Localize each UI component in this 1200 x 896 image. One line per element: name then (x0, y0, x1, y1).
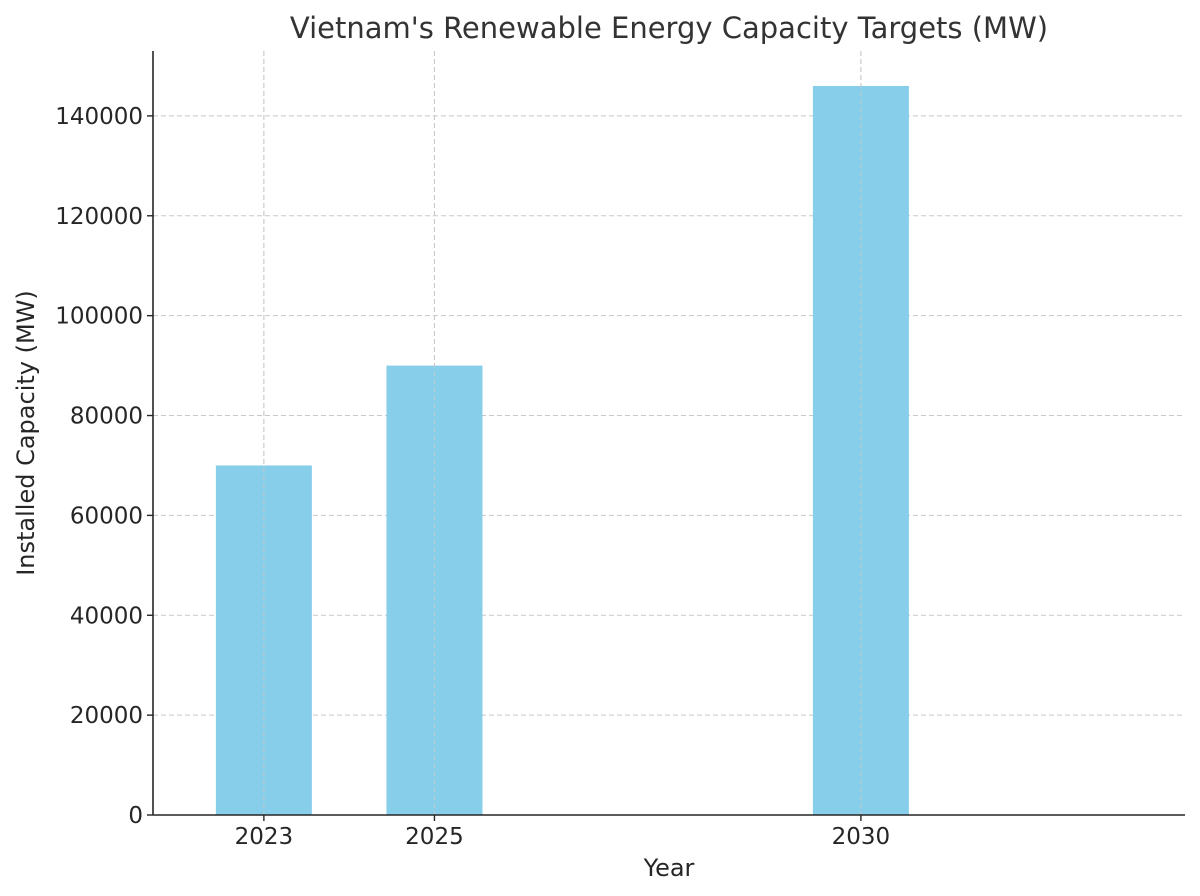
y-tick-label: 40000 (70, 603, 143, 629)
x-axis-title: Year (643, 854, 695, 882)
axis-layer: 0 20000 40000 60000 80000 100000 120000 140000 2… (55, 51, 1185, 850)
y-axis-title: Installed Capacity (MW) (12, 290, 40, 576)
y-tick-label: 20000 (70, 703, 143, 729)
x-tick-label: 2023 (235, 824, 294, 850)
y-tick-label: 80000 (70, 404, 143, 430)
y-tick-label: 140000 (55, 104, 143, 130)
x-tick-label: 2025 (405, 824, 464, 850)
x-tick-label: 2030 (832, 824, 891, 850)
y-tick-label: 120000 (55, 204, 143, 230)
y-tick-label: 0 (128, 803, 143, 829)
y-tick-label: 60000 (70, 503, 143, 529)
bar-layer (215, 51, 909, 816)
chart-title: Vietnam's Renewable Energy Capacity Targ… (290, 11, 1048, 45)
y-tick-label: 100000 (55, 304, 143, 330)
